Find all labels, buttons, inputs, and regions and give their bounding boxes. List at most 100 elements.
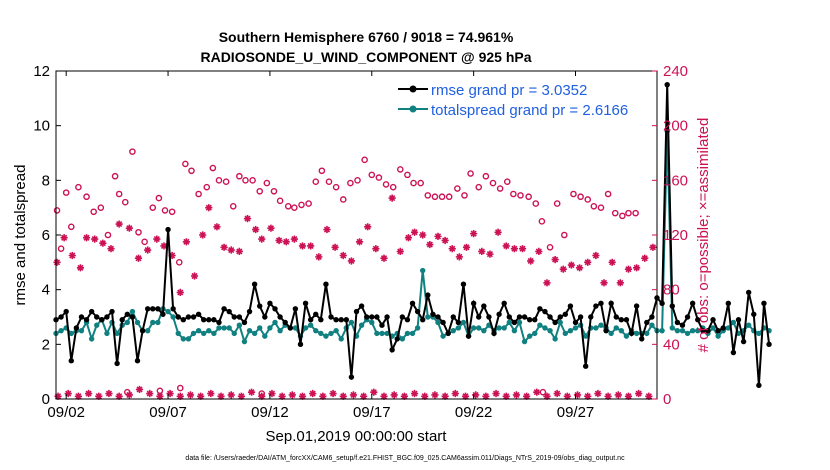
rmse-point xyxy=(552,319,558,326)
totalspread-point xyxy=(221,325,227,331)
obs-possible-point xyxy=(404,171,411,179)
totalspread-point xyxy=(516,319,523,326)
obs-assimilated-point xyxy=(502,392,510,400)
obs-assimilated-point xyxy=(462,243,471,251)
obs-assimilated-point xyxy=(624,265,633,273)
obs-possible-point xyxy=(115,190,123,198)
rmse-point xyxy=(516,314,523,320)
obs-possible-point xyxy=(53,207,61,214)
obs-possible-point xyxy=(553,200,561,207)
obs-assimilated-point xyxy=(400,392,408,400)
obs-possible-point xyxy=(229,202,237,210)
obs-assimilated-point xyxy=(451,389,459,398)
totalspread-point xyxy=(435,319,441,326)
totalspread-point xyxy=(180,336,187,342)
obs-assimilated-point xyxy=(380,254,388,262)
rmse-point xyxy=(603,327,609,334)
totalspread-point xyxy=(333,327,339,334)
obs-assimilated-point xyxy=(91,235,99,243)
totalspread-point xyxy=(272,319,278,326)
totalspread-point xyxy=(246,327,253,334)
y-right-tick-label: 200 xyxy=(663,118,688,135)
rmse-point xyxy=(430,311,436,317)
obs-assimilated-point xyxy=(95,392,103,400)
obs-assimilated-point xyxy=(482,392,490,400)
obs-possible-point xyxy=(135,228,142,236)
obs-assimilated-point xyxy=(176,288,184,296)
obs-assimilated-point xyxy=(227,246,235,254)
obs-possible-point xyxy=(318,167,326,175)
rmse-point xyxy=(369,314,375,320)
totalspread-point xyxy=(684,330,691,337)
obs-assimilated-point xyxy=(543,279,551,287)
obs-assimilated-point xyxy=(134,254,143,262)
totalspread-point xyxy=(201,330,207,337)
totalspread-point xyxy=(572,325,579,331)
rmse-point xyxy=(572,319,579,326)
y-left-tick-label: 12 xyxy=(33,63,50,80)
rmse-point xyxy=(226,308,232,315)
rmse-point xyxy=(608,300,614,307)
totalspread-point xyxy=(313,327,319,334)
rmse-point xyxy=(129,314,136,320)
totalspread-point xyxy=(190,330,197,337)
rmse-point xyxy=(201,317,207,323)
obs-assimilated-point xyxy=(434,232,442,240)
obs-assimilated-point xyxy=(360,392,368,400)
obs-assimilated-point xyxy=(370,388,378,396)
rmse-point xyxy=(557,314,563,320)
obs-possible-point xyxy=(121,198,129,206)
obs-assimilated-point xyxy=(592,251,600,260)
obs-assimilated-point xyxy=(527,257,535,265)
obs-assimilated-point xyxy=(492,389,500,398)
obs-possible-point xyxy=(332,183,340,191)
obs-assimilated-point xyxy=(153,235,161,243)
rmse-point xyxy=(486,314,492,320)
totalspread-point xyxy=(348,319,355,326)
rmse-point xyxy=(761,300,767,307)
y-left-tick-label: 8 xyxy=(42,172,50,189)
rmse-point xyxy=(618,317,625,323)
obs-assimilated-point xyxy=(207,389,215,398)
obs-possible-point xyxy=(242,177,249,184)
y-axis-left-label: rmse and totalspread xyxy=(12,165,29,306)
obs-possible-point xyxy=(604,190,612,198)
obs-possible-point xyxy=(195,190,202,198)
totalspread-point xyxy=(144,327,151,334)
obs-possible-point xyxy=(97,204,105,211)
rmse-point xyxy=(679,322,686,328)
obs-assimilated-point xyxy=(533,388,541,396)
rmse-point xyxy=(272,306,278,312)
obs-assimilated-point xyxy=(190,272,199,280)
x-tick-label: 09/12 xyxy=(251,404,289,421)
totalspread-point xyxy=(425,314,431,320)
chart-title-line1: Southern Hemisphere 6760 / 9018 = 74.961… xyxy=(219,29,514,45)
rmse-point xyxy=(715,327,721,334)
obs-assimilated-point xyxy=(502,242,510,250)
rmse-point xyxy=(144,306,151,312)
obs-assimilated-point xyxy=(494,228,502,236)
rmse-point xyxy=(664,81,670,88)
obs-possible-point xyxy=(149,204,157,211)
rmse-point xyxy=(139,327,146,334)
totalspread-point xyxy=(134,319,141,326)
obs-possible-point xyxy=(291,204,298,211)
rmse-point xyxy=(99,317,105,323)
obs-possible-point xyxy=(256,187,264,195)
y-axis-right-label: # of obs: o=possible; ×=assimilated xyxy=(695,118,712,353)
obs-possible-point xyxy=(298,201,305,209)
totalspread-point xyxy=(598,322,604,328)
rmse-point xyxy=(511,319,518,326)
totalspread-point xyxy=(414,325,421,331)
plot-area xyxy=(53,81,772,400)
obs-assimilated-point xyxy=(282,238,290,246)
rmse-point xyxy=(751,311,757,317)
rmse-point xyxy=(404,317,411,323)
rmse-point xyxy=(119,317,125,323)
rmse-point xyxy=(68,358,74,364)
rmse-point xyxy=(705,327,711,334)
totalspread-point xyxy=(307,322,314,328)
obs-assimilated-point xyxy=(278,392,286,400)
obs-assimilated-point xyxy=(329,389,337,398)
obs-possible-point xyxy=(161,207,169,214)
